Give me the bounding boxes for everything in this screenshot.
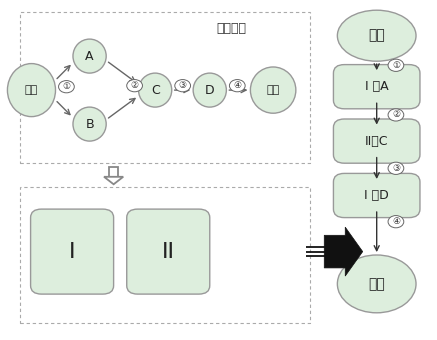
Text: ③: ③ bbox=[179, 81, 187, 90]
FancyBboxPatch shape bbox=[127, 209, 210, 294]
Ellipse shape bbox=[73, 39, 106, 73]
Text: ②: ② bbox=[131, 81, 139, 90]
Ellipse shape bbox=[7, 64, 55, 117]
Polygon shape bbox=[109, 167, 118, 177]
Bar bbox=[20, 187, 310, 323]
Circle shape bbox=[59, 81, 74, 93]
Text: I: I bbox=[69, 242, 75, 261]
Ellipse shape bbox=[139, 73, 172, 107]
Text: D: D bbox=[205, 84, 215, 97]
Text: 地球: 地球 bbox=[267, 85, 280, 95]
Text: A: A bbox=[85, 50, 94, 63]
Text: ④: ④ bbox=[233, 81, 241, 90]
Text: 地球: 地球 bbox=[368, 277, 385, 291]
Text: ③: ③ bbox=[392, 164, 400, 173]
Ellipse shape bbox=[337, 255, 416, 313]
Text: II: II bbox=[162, 242, 175, 261]
Circle shape bbox=[127, 80, 142, 92]
FancyBboxPatch shape bbox=[31, 209, 114, 294]
FancyBboxPatch shape bbox=[333, 173, 420, 218]
Ellipse shape bbox=[73, 107, 106, 141]
Text: ①: ① bbox=[62, 82, 70, 91]
Polygon shape bbox=[104, 177, 123, 184]
Circle shape bbox=[388, 216, 404, 228]
Text: 中继节点: 中继节点 bbox=[217, 22, 246, 35]
FancyBboxPatch shape bbox=[333, 65, 420, 109]
Circle shape bbox=[229, 80, 245, 92]
Circle shape bbox=[388, 59, 404, 71]
Text: I ＝D: I ＝D bbox=[364, 189, 389, 202]
Text: ①: ① bbox=[392, 61, 400, 70]
Ellipse shape bbox=[250, 67, 296, 113]
Text: ④: ④ bbox=[392, 217, 400, 226]
Ellipse shape bbox=[337, 10, 416, 61]
Text: ②: ② bbox=[392, 110, 400, 119]
Circle shape bbox=[388, 162, 404, 174]
Ellipse shape bbox=[193, 73, 226, 107]
Text: 火星: 火星 bbox=[25, 85, 38, 95]
Circle shape bbox=[175, 80, 191, 92]
Text: C: C bbox=[151, 84, 160, 97]
FancyBboxPatch shape bbox=[333, 119, 420, 163]
Bar bbox=[20, 12, 310, 163]
Text: I ＝A: I ＝A bbox=[365, 80, 388, 93]
Text: II＝C: II＝C bbox=[365, 135, 388, 148]
Text: 火星: 火星 bbox=[368, 29, 385, 43]
Polygon shape bbox=[324, 227, 363, 276]
Text: B: B bbox=[85, 118, 94, 131]
Circle shape bbox=[388, 109, 404, 121]
